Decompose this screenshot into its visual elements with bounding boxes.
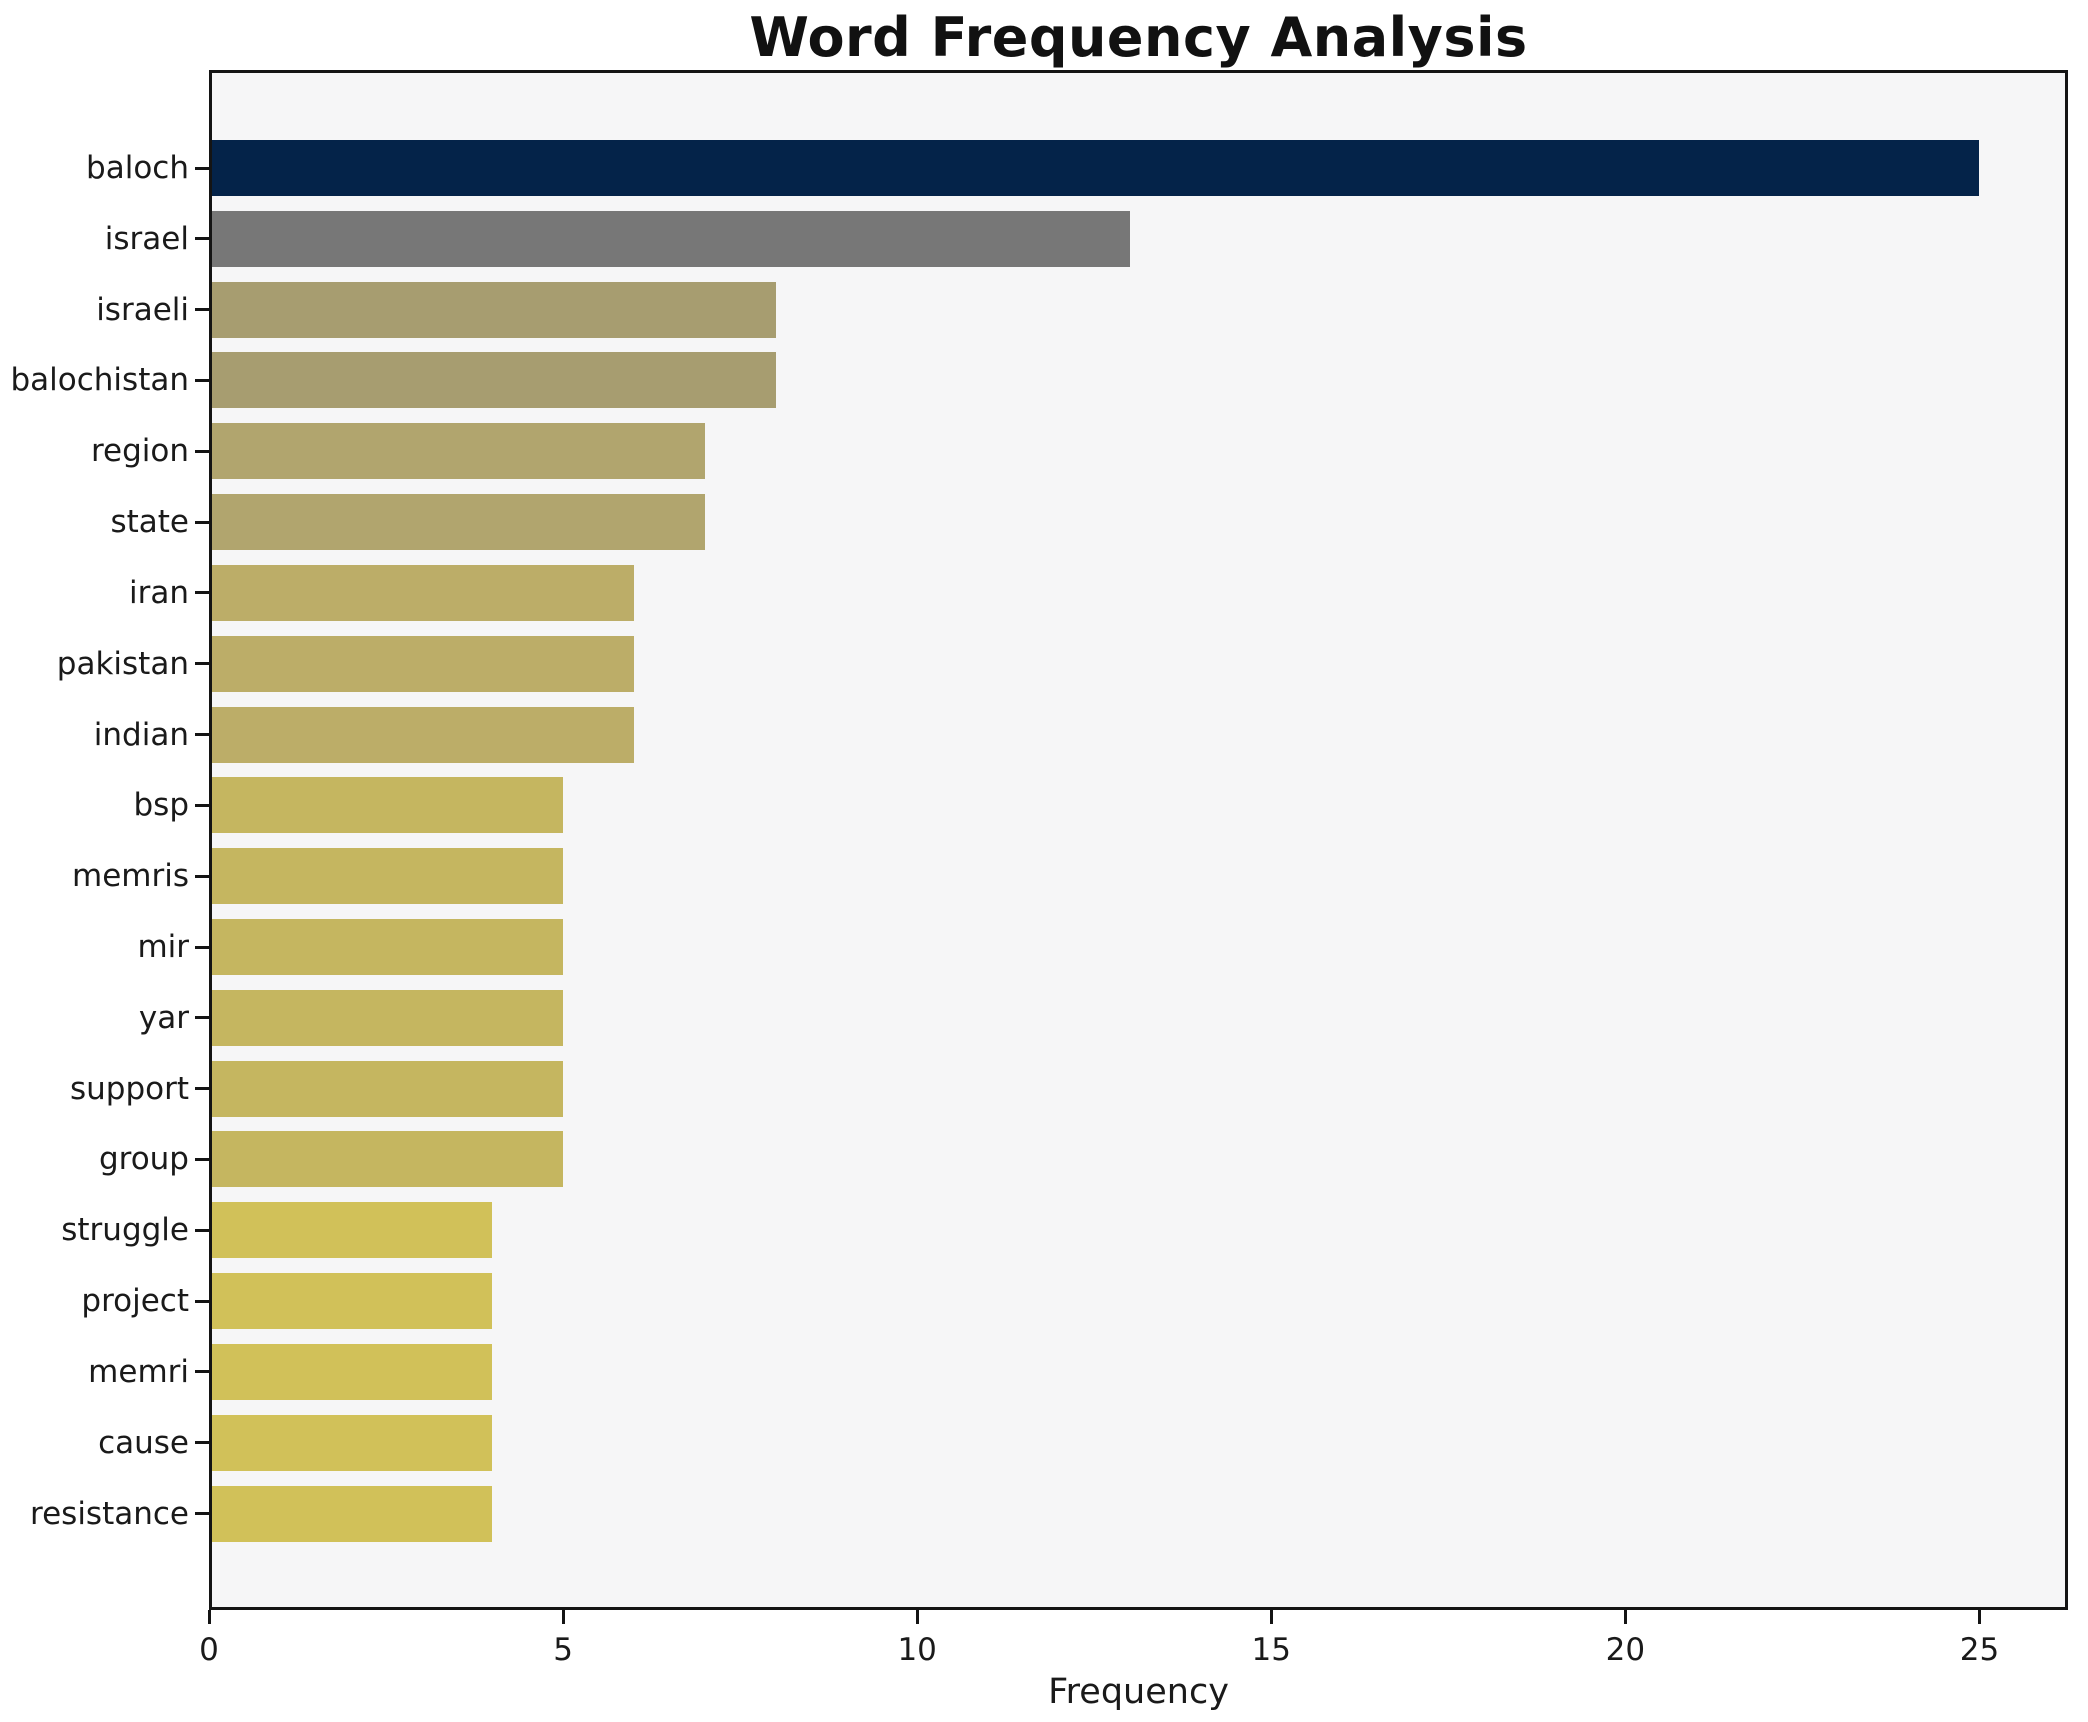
x-tick-label-25: 25 <box>1959 1632 2000 1668</box>
y-tick-label-israeli: israeli <box>96 291 189 328</box>
bar-indian <box>209 706 634 763</box>
y-tick-balochistan <box>195 378 209 382</box>
y-tick-baloch <box>195 166 209 170</box>
x-tick-label-15: 15 <box>1251 1632 1291 1668</box>
bar-bsp <box>209 777 564 834</box>
y-tick-israel <box>195 237 209 241</box>
x-axis-label: Frequency <box>1048 1672 1229 1712</box>
y-tick-memris <box>195 874 209 878</box>
y-tick-label-mir: mir <box>137 929 189 966</box>
bar-memris <box>209 848 564 905</box>
bar-struggle <box>209 1202 493 1259</box>
bar-balochistan <box>209 352 776 409</box>
y-tick-pakistan <box>195 662 209 666</box>
y-tick-label-region: region <box>90 433 189 470</box>
x-tick-20 <box>1623 1610 1627 1624</box>
x-tick-label-10: 10 <box>897 1632 937 1668</box>
y-tick-label-cause: cause <box>98 1424 189 1461</box>
y-tick-yar <box>195 1016 209 1020</box>
y-tick-label-israel: israel <box>104 220 189 257</box>
bar-resistance <box>209 1485 493 1542</box>
y-tick-group <box>195 1157 209 1161</box>
x-tick-label-0: 0 <box>199 1632 219 1668</box>
y-tick-bsp <box>195 803 209 807</box>
y-tick-struggle <box>195 1228 209 1232</box>
y-tick-label-memri: memri <box>88 1353 189 1390</box>
y-tick-state <box>195 520 209 524</box>
plot-area <box>209 70 2068 1610</box>
bar-israeli <box>209 281 776 338</box>
x-tick-5 <box>561 1610 565 1624</box>
bar-state <box>209 494 705 551</box>
bar-region <box>209 423 705 480</box>
y-tick-label-resistance: resistance <box>30 1495 189 1532</box>
y-tick-label-state: state <box>110 504 189 541</box>
y-tick-label-iran: iran <box>128 574 189 611</box>
bar-group <box>209 1131 564 1188</box>
y-tick-label-struggle: struggle <box>61 1212 189 1249</box>
x-tick-25 <box>1977 1610 1981 1624</box>
y-tick-label-bsp: bsp <box>133 787 189 824</box>
x-tick-0 <box>207 1610 211 1624</box>
y-tick-label-project: project <box>81 1283 189 1320</box>
y-tick-label-support: support <box>69 1070 189 1107</box>
bar-iran <box>209 564 634 621</box>
y-tick-project <box>195 1299 209 1303</box>
y-tick-label-balochistan: balochistan <box>10 362 189 399</box>
x-tick-15 <box>1269 1610 1273 1624</box>
bar-mir <box>209 919 564 976</box>
y-tick-indian <box>195 733 209 737</box>
bar-israel <box>209 210 1130 267</box>
x-tick-label-20: 20 <box>1605 1632 1646 1668</box>
y-tick-label-memris: memris <box>72 858 189 895</box>
bar-cause <box>209 1414 493 1471</box>
y-tick-support <box>195 1087 209 1091</box>
bar-baloch <box>209 140 1980 196</box>
y-tick-mir <box>195 945 209 949</box>
y-tick-label-group: group <box>98 1141 189 1178</box>
y-tick-resistance <box>195 1512 209 1516</box>
chart-title: Word Frequency Analysis <box>749 6 1528 69</box>
y-tick-cause <box>195 1441 209 1445</box>
y-tick-label-baloch: baloch <box>86 150 189 186</box>
y-tick-region <box>195 449 209 453</box>
x-tick-10 <box>915 1610 919 1624</box>
y-tick-label-yar: yar <box>138 999 189 1036</box>
y-tick-iran <box>195 591 209 595</box>
x-tick-label-5: 5 <box>553 1632 573 1668</box>
y-tick-label-indian: indian <box>93 716 189 753</box>
y-tick-israeli <box>195 308 209 312</box>
y-tick-label-pakistan: pakistan <box>56 645 189 682</box>
bar-yar <box>209 989 564 1046</box>
bar-support <box>209 1060 564 1117</box>
bar-memri <box>209 1343 493 1400</box>
y-tick-memri <box>195 1370 209 1374</box>
bar-project <box>209 1273 493 1330</box>
bar-pakistan <box>209 635 634 692</box>
